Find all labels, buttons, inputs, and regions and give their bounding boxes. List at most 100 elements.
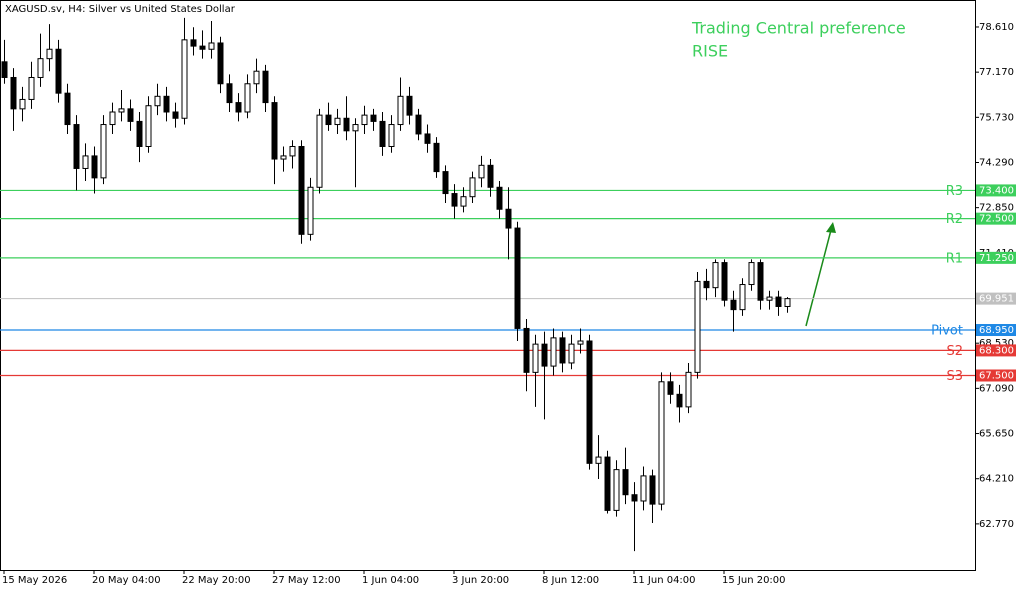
candle-body (676, 393, 683, 408)
candle-body (46, 48, 53, 60)
candle-body (208, 42, 215, 50)
candle-body (244, 83, 251, 113)
candle-body (586, 340, 593, 464)
x-tick-label: 27 May 12:00 (272, 575, 341, 586)
price-box (976, 212, 1016, 225)
candle-body (271, 102, 278, 160)
candle-body (298, 145, 305, 235)
y-tick-label: 65.650 (979, 429, 1014, 440)
chart-title: XAGUSD.sv, H4: Silver vs United States D… (5, 4, 236, 15)
candle-body (694, 280, 701, 373)
candle-body (559, 337, 566, 364)
plot-frame (0, 0, 976, 571)
y-tick-label: 72.850 (979, 203, 1014, 214)
price-box (976, 292, 1016, 305)
candle-body (280, 155, 287, 160)
candle-body (55, 48, 62, 94)
candle-body (469, 177, 476, 198)
candle-body (352, 124, 359, 132)
candle-body (199, 45, 206, 50)
candle-body (766, 296, 773, 301)
x-tick-label: 22 May 20:00 (182, 575, 251, 586)
candle-body (739, 284, 746, 311)
candle-body (649, 475, 656, 505)
candle-body (136, 120, 143, 147)
price-box (976, 251, 1016, 264)
y-tick-label: 78.610 (979, 22, 1014, 33)
candle-body (145, 105, 152, 147)
candle-body (523, 327, 530, 373)
price-box (976, 184, 1016, 197)
arrow-head (826, 222, 836, 233)
candle-body (685, 371, 692, 408)
candle-body (1, 61, 8, 78)
candle-body (82, 155, 89, 169)
candle-body (703, 280, 710, 289)
candle-body (19, 98, 26, 110)
x-tick-label: 15 May 2026 (2, 575, 67, 586)
price-box (976, 344, 1016, 357)
candle-body (622, 469, 629, 496)
candle-body (613, 469, 620, 511)
candle-body (505, 208, 512, 229)
candle-body (370, 114, 377, 122)
candle-body (604, 456, 611, 511)
candle-body (397, 95, 404, 126)
y-tick-label: 67.090 (979, 383, 1014, 394)
candle-body (658, 381, 665, 505)
x-tick-label: 11 Jun 04:00 (632, 575, 696, 586)
price-box-label: 71.250 (979, 253, 1014, 264)
candle-body (730, 299, 737, 311)
x-tick-label: 15 Jun 20:00 (722, 575, 786, 586)
candle-body (388, 124, 395, 147)
candle-body (496, 186, 503, 210)
price-box-label: 72.500 (979, 214, 1014, 225)
price-box-label: 69.951 (979, 294, 1014, 305)
level-name: R2 (946, 212, 963, 227)
x-tick-label: 1 Jun 04:00 (362, 575, 419, 586)
y-tick-label: 74.290 (979, 157, 1014, 168)
candle-body (100, 124, 107, 179)
price-box-label: 68.950 (979, 325, 1014, 336)
annotation: Trading Central preference (691, 19, 906, 38)
candle-body (460, 196, 467, 207)
candle-body (226, 83, 233, 104)
candle-body (541, 343, 548, 367)
candle-body (289, 145, 296, 157)
annotation: RISE (692, 42, 728, 61)
trend-arrow (805, 222, 836, 327)
price-box-label: 68.300 (979, 345, 1014, 356)
candle-body (532, 343, 539, 373)
candle-body (235, 102, 242, 113)
candle-body (154, 95, 161, 107)
candle-body (631, 494, 638, 502)
candle-body (757, 262, 764, 301)
candle-body (514, 227, 521, 329)
y-tick-label: 62.770 (979, 519, 1014, 530)
candle-body (190, 39, 197, 47)
candle-body (721, 262, 728, 301)
candle-body (748, 262, 755, 286)
price-box (976, 324, 1016, 337)
candle-body (550, 337, 557, 367)
candle-body (37, 58, 44, 78)
y-tick-label: 64.210 (979, 474, 1014, 485)
y-tick-label: 77.170 (979, 67, 1014, 78)
candle-body (163, 95, 170, 113)
candle-body (118, 108, 125, 113)
candle-body (361, 114, 368, 126)
candle-body (784, 298, 791, 307)
candle-body (478, 164, 485, 179)
candle-body (28, 76, 35, 100)
candle-body (307, 186, 314, 235)
candle-body (775, 296, 782, 307)
level-name: S2 (946, 344, 963, 359)
y-tick-label: 68.530 (979, 338, 1014, 349)
candle-body (109, 111, 116, 126)
candle-body (640, 475, 647, 502)
candle-body (10, 76, 17, 110)
price-box-label: 67.500 (979, 371, 1014, 382)
level-name: Pivot (931, 324, 963, 339)
level-name: R1 (946, 251, 963, 266)
x-tick-label: 8 Jun 12:00 (542, 575, 599, 586)
